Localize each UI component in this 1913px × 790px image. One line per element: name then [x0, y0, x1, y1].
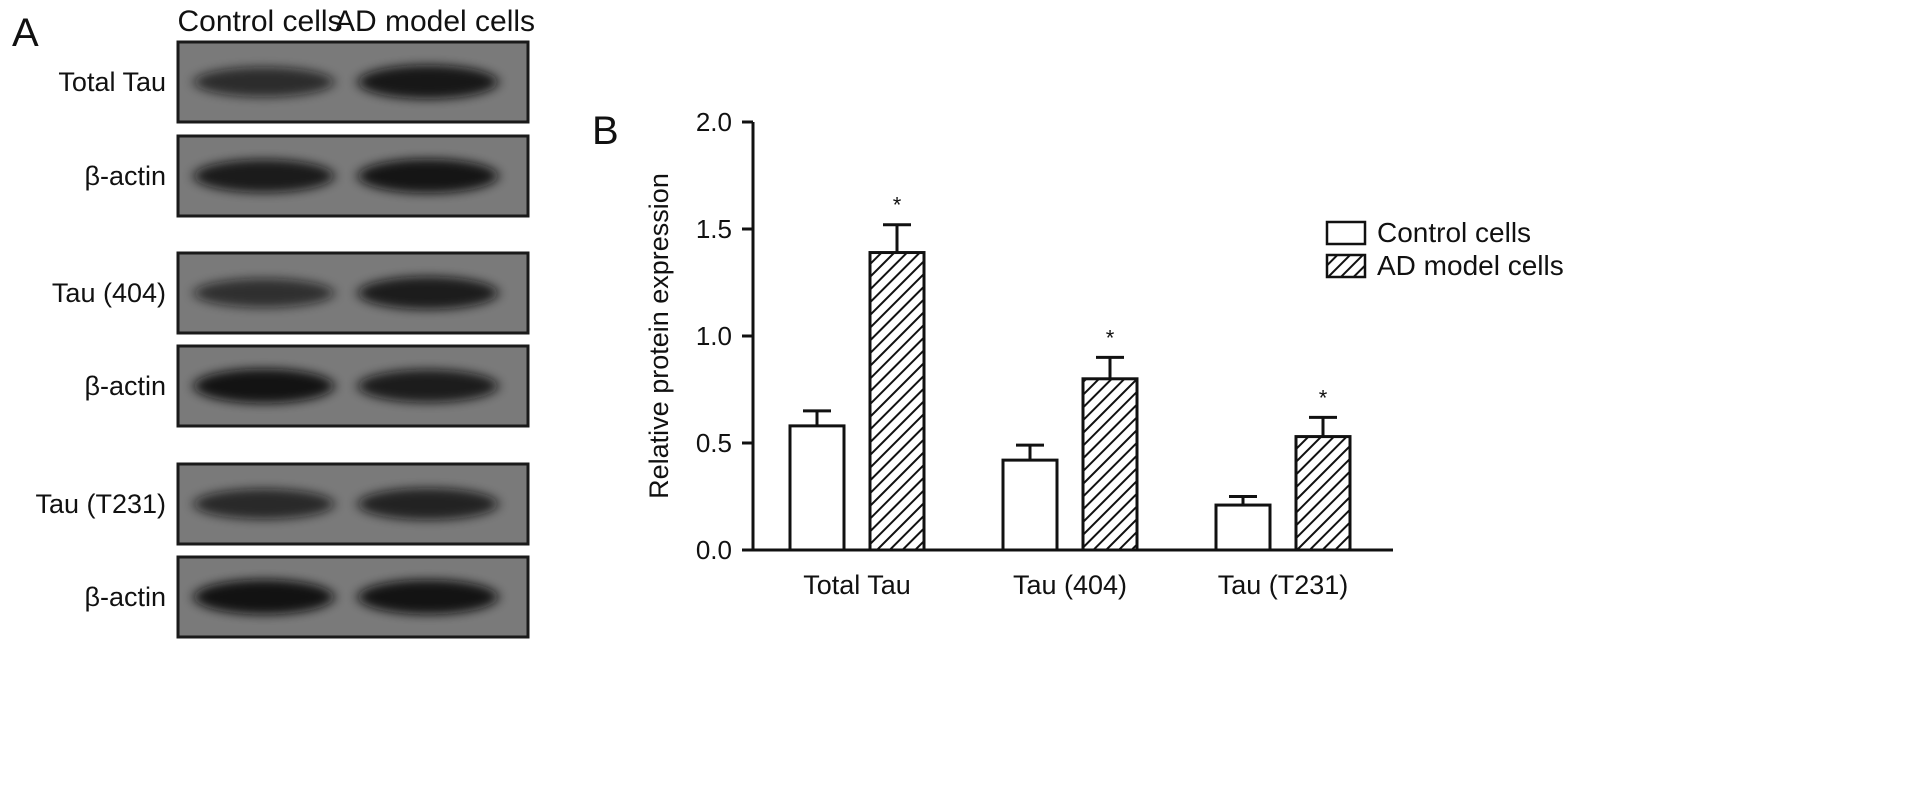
blot-band: [358, 488, 498, 520]
legend-label: Control cells: [1377, 217, 1531, 248]
legend-swatch: [1325, 253, 1367, 279]
legend-swatch: [1325, 220, 1367, 246]
bar-ad-model: [1081, 377, 1139, 552]
bar-control: [1214, 503, 1272, 552]
bar-chart: 0.0 0.5 1.0 1.5 2.0 * Total Tau * Tau (404) * Tau …: [696, 107, 1393, 600]
blot-band: [194, 579, 334, 615]
blot-band: [358, 579, 498, 615]
blot-band: [194, 67, 334, 97]
blot-band: [358, 158, 498, 194]
bar-ad-model: [1294, 435, 1352, 552]
y-tick-label: 1.5: [696, 214, 732, 244]
blot-band: [194, 368, 334, 404]
blot-band: [358, 65, 498, 99]
blot-row-label: Total Tau: [58, 67, 166, 97]
y-tick-label: 2.0: [696, 107, 732, 137]
significance-star: *: [893, 193, 902, 218]
blot-band: [358, 369, 498, 403]
blot-column-label-ad: AD model cells: [335, 5, 535, 38]
blot-band: [194, 159, 334, 193]
bar-control: [788, 424, 846, 552]
blot-row-label: β-actin: [84, 582, 166, 612]
blot-column-label-control: Control cells: [177, 5, 342, 38]
significance-star: *: [1106, 325, 1115, 350]
blot-band: [358, 276, 498, 310]
x-category-label: Total Tau: [803, 570, 911, 600]
blot-band: [194, 488, 334, 520]
blot-row-label: β-actin: [84, 371, 166, 401]
y-axis-title: Relative protein expression: [644, 173, 674, 499]
blot-band: [194, 278, 334, 308]
blot-row-label: Tau (404): [52, 278, 166, 308]
x-category-label: Tau (T231): [1218, 570, 1349, 600]
y-tick-label: 1.0: [696, 321, 732, 351]
bar-control: [1001, 458, 1059, 552]
western-blot: Total Tau β-actin Tau (404) β-actin Tau (T23…: [35, 40, 530, 639]
panel-b-letter: B: [592, 109, 619, 153]
x-category-label: Tau (404): [1013, 570, 1127, 600]
panel-a-letter: A: [12, 11, 39, 55]
blot-row-label: β-actin: [84, 161, 166, 191]
significance-star: *: [1319, 385, 1328, 410]
bar-ad-model: [868, 251, 926, 552]
blot-row-label: Tau (T231): [35, 489, 166, 519]
legend-label: AD model cells: [1377, 250, 1564, 281]
y-tick-label: 0.5: [696, 428, 732, 458]
y-tick-label: 0.0: [696, 535, 732, 565]
